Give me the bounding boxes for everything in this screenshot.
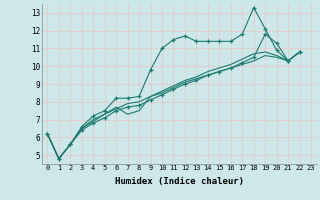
- X-axis label: Humidex (Indice chaleur): Humidex (Indice chaleur): [115, 177, 244, 186]
